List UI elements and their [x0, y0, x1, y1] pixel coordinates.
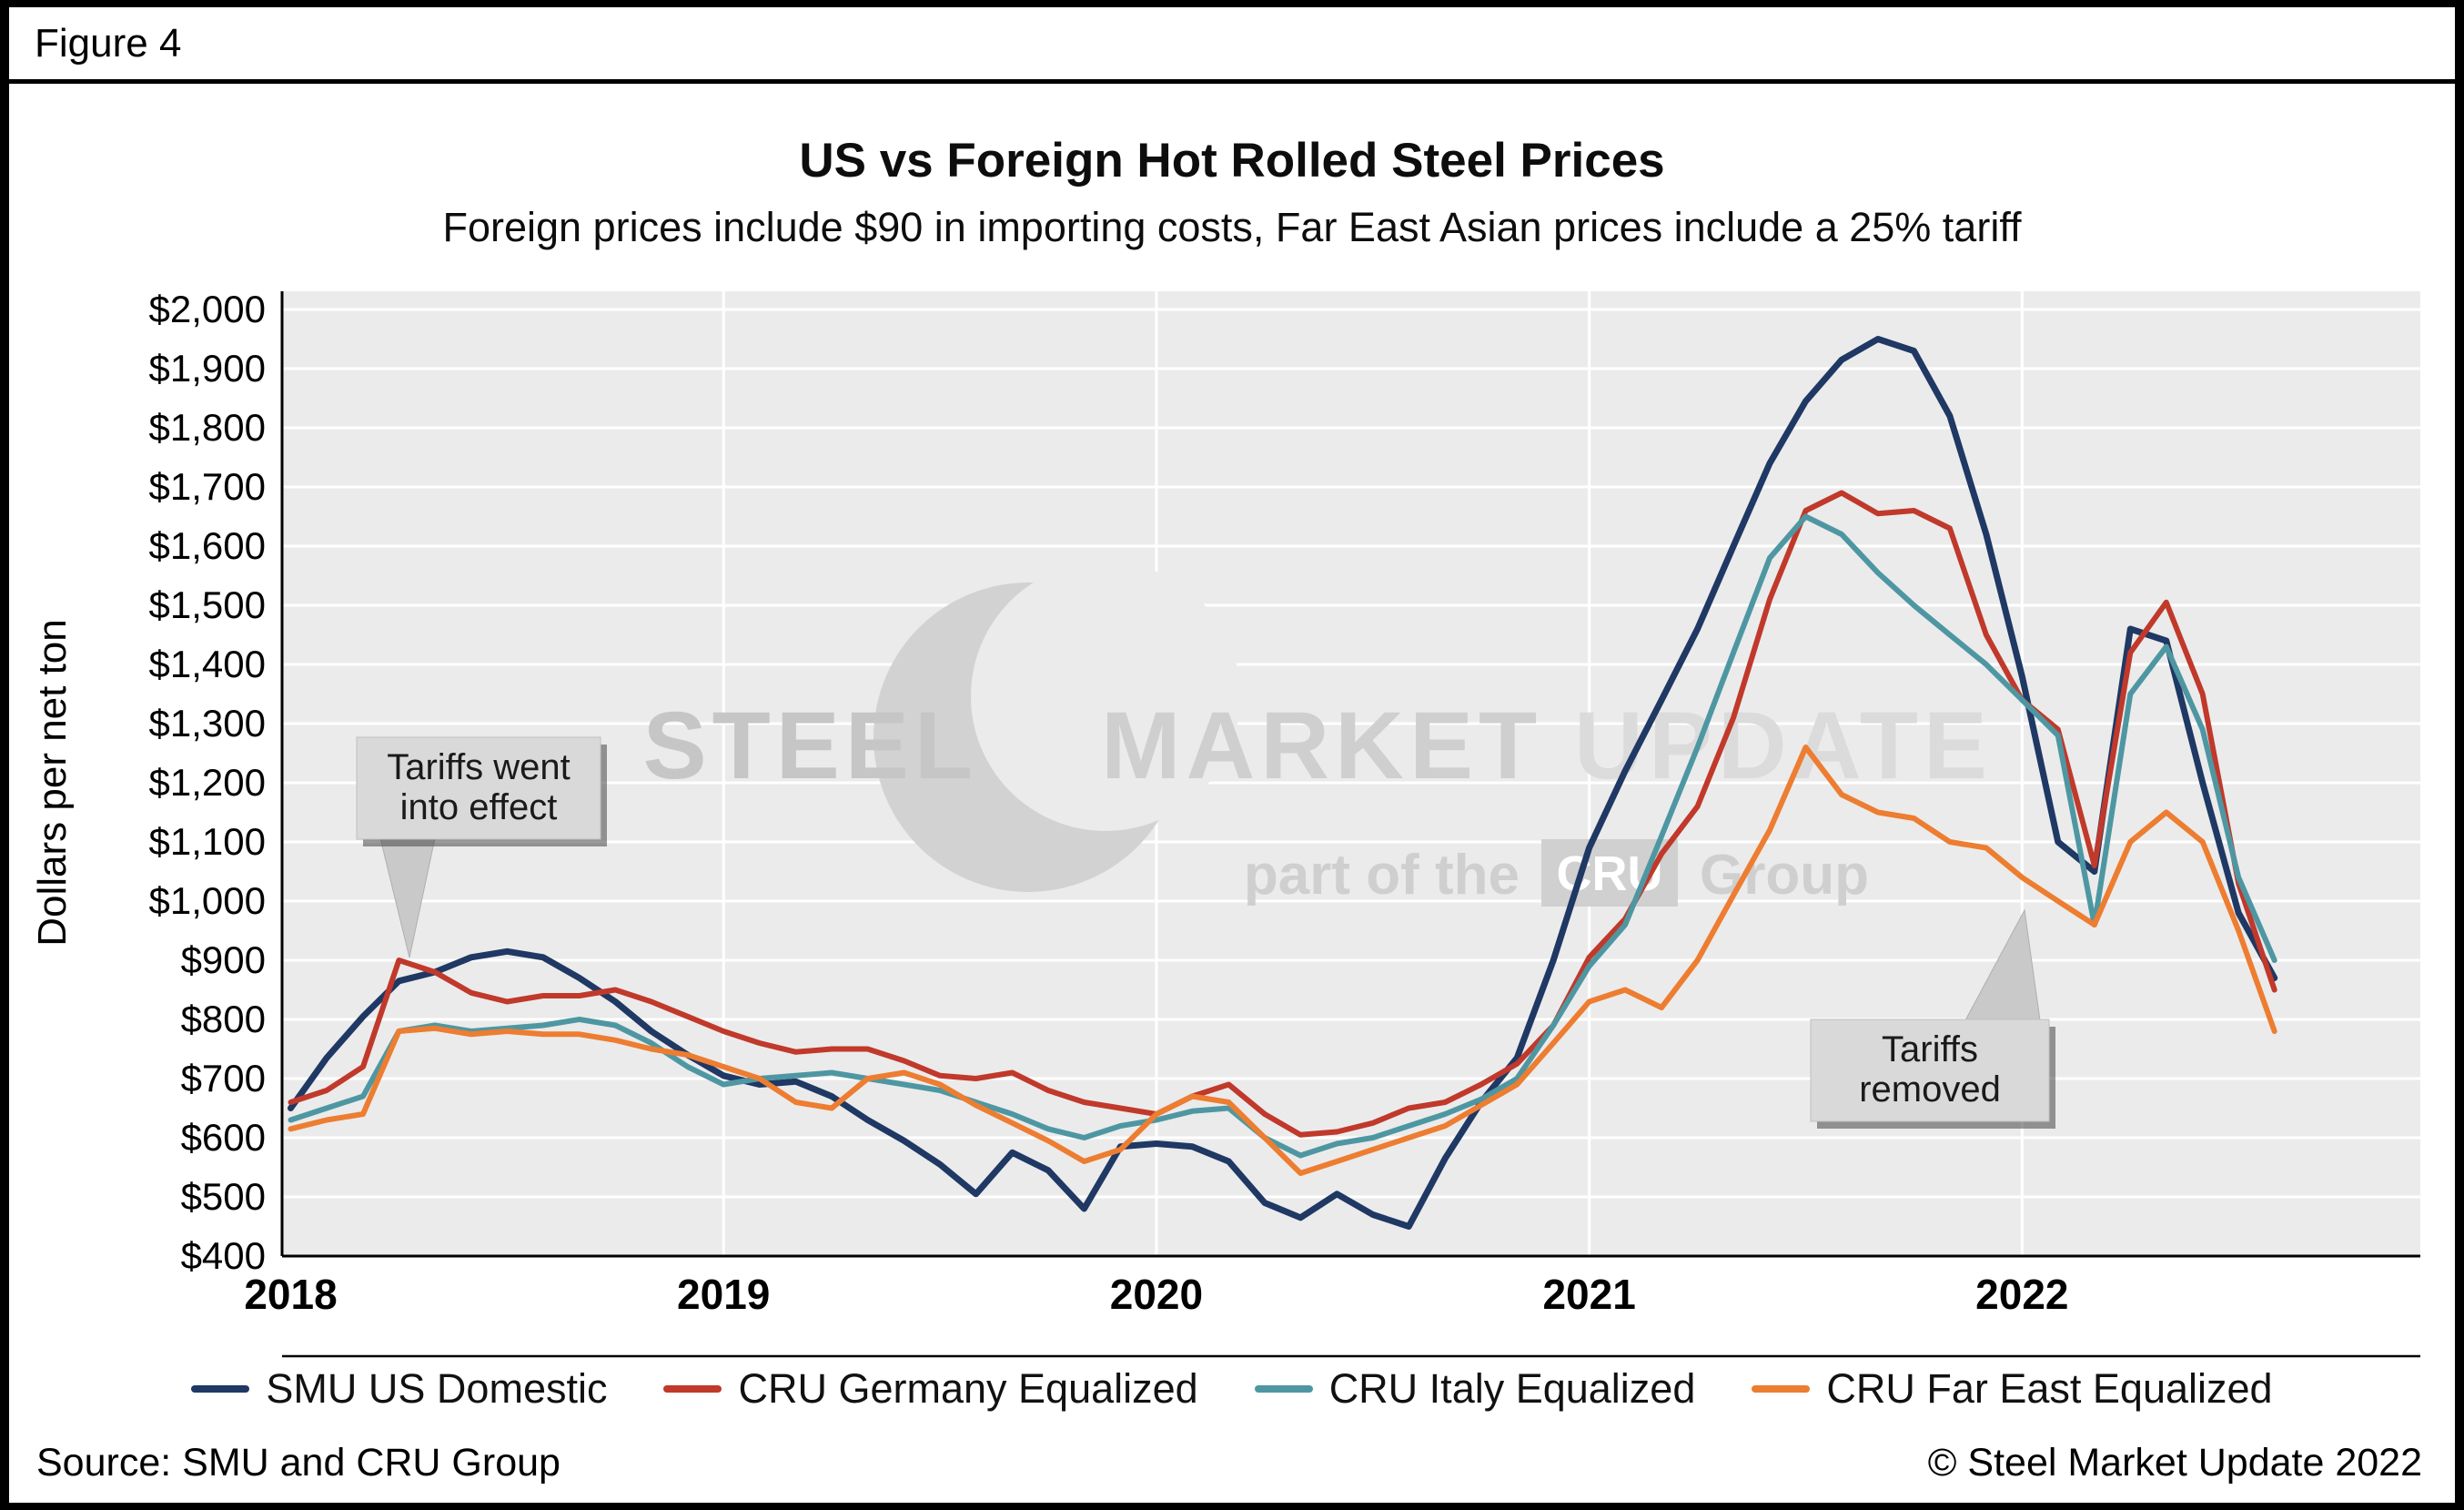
- annotation-text: removed: [1859, 1069, 2001, 1110]
- legend-swatch: [191, 1385, 250, 1393]
- x-tick-label: 2021: [1542, 1271, 1635, 1318]
- legend-swatch: [1752, 1385, 1811, 1393]
- footer: Source: SMU and CRU Group © Steel Market…: [36, 1441, 2422, 1485]
- annotation-text: Tariffs went: [387, 747, 571, 787]
- series-line-cru-italy-equalized: [288, 513, 2277, 1159]
- y-tick-label: $500: [181, 1175, 266, 1218]
- y-axis-title: Dollars per net ton: [30, 619, 75, 947]
- watermark-word: UPDATE: [1574, 693, 1993, 799]
- legend: SMU US Domestic CRU Germany Equalized CRU …: [9, 1365, 2455, 1413]
- legend-item-cru-far-east-equalized: CRU Far East Equalized: [1752, 1365, 2273, 1413]
- legend-label: CRU Germany Equalized: [738, 1365, 1198, 1412]
- gridlines: [282, 291, 2420, 1258]
- legend-label: CRU Far East Equalized: [1826, 1365, 2273, 1412]
- x-tick-label: 2019: [677, 1271, 770, 1318]
- chart-panel: US vs Foreign Hot Rolled Steel Prices Fo…: [9, 84, 2455, 1498]
- x-axis-labels: 2018 2019 2020 2021 2022: [244, 1271, 2068, 1318]
- y-tick-label: $900: [181, 938, 266, 981]
- y-tick-label: $1,800: [149, 406, 266, 449]
- copyright-text: © Steel Market Update 2022: [1927, 1441, 2422, 1485]
- figure-header: Figure 4: [9, 7, 2455, 84]
- series-line-cru-far-east-equalized: [288, 745, 2277, 1176]
- y-tick-label: $1,400: [149, 643, 266, 685]
- x-tick-label: 2018: [244, 1271, 337, 1318]
- x-tick-label: 2020: [1110, 1271, 1203, 1318]
- watermark-subtext: Group: [1700, 844, 1869, 907]
- y-tick-label: $800: [181, 998, 266, 1040]
- figure-frame: Figure 4 US vs Foreign Hot Rolled Steel …: [9, 7, 2455, 1503]
- y-tick-label: $1,500: [149, 583, 266, 626]
- watermark-subtext: part of the: [1244, 844, 1520, 907]
- x-tick-label: 2022: [1975, 1271, 2068, 1318]
- y-tick-label: $700: [181, 1057, 266, 1100]
- y-tick-label: $1,600: [149, 524, 266, 567]
- source-text: Source: SMU and CRU Group: [36, 1441, 560, 1485]
- series-line-cru-germany-equalized: [288, 490, 2277, 1138]
- legend-item-smu-us-domestic: SMU US Domestic: [191, 1365, 607, 1413]
- legend-swatch: [663, 1385, 722, 1393]
- y-axis-labels: $400 $500 $600 $700 $800 $900 $1,000 $1,100 $1,2…: [149, 288, 266, 1277]
- y-tick-label: $1,100: [149, 820, 266, 863]
- line-chart: $400 $500 $600 $700 $800 $900 $1,000 $1,100 $1,2…: [30, 288, 2420, 1358]
- y-tick-label: $1,200: [149, 761, 266, 804]
- series-line-smu-us-domestic: [288, 336, 2278, 1230]
- y-tick-label: $400: [181, 1234, 266, 1277]
- y-tick-label: $1,300: [149, 702, 266, 745]
- chart-title: US vs Foreign Hot Rolled Steel Prices: [799, 134, 1665, 187]
- figure-label: Figure 4: [35, 20, 182, 66]
- y-tick-label: $2,000: [149, 288, 266, 330]
- legend-swatch: [1254, 1385, 1313, 1393]
- chart-subtitle: Foreign prices include $90 in importing …: [442, 204, 2022, 250]
- y-tick-label: $1,700: [149, 465, 266, 508]
- watermark-word: STEEL: [643, 693, 978, 799]
- legend-item-cru-germany-equalized: CRU Germany Equalized: [663, 1365, 1198, 1413]
- annotation-text: Tariffs: [1882, 1029, 1978, 1069]
- legend-label: SMU US Domestic: [266, 1365, 608, 1412]
- watermark-word: MARKET: [1101, 693, 1542, 799]
- y-tick-label: $600: [181, 1116, 266, 1159]
- annotation-text: into effect: [400, 787, 558, 827]
- y-tick-label: $1,000: [149, 879, 266, 922]
- legend-item-cru-italy-equalized: CRU Italy Equalized: [1254, 1365, 1696, 1413]
- legend-label: CRU Italy Equalized: [1328, 1365, 1696, 1412]
- y-tick-label: $1,900: [149, 347, 266, 390]
